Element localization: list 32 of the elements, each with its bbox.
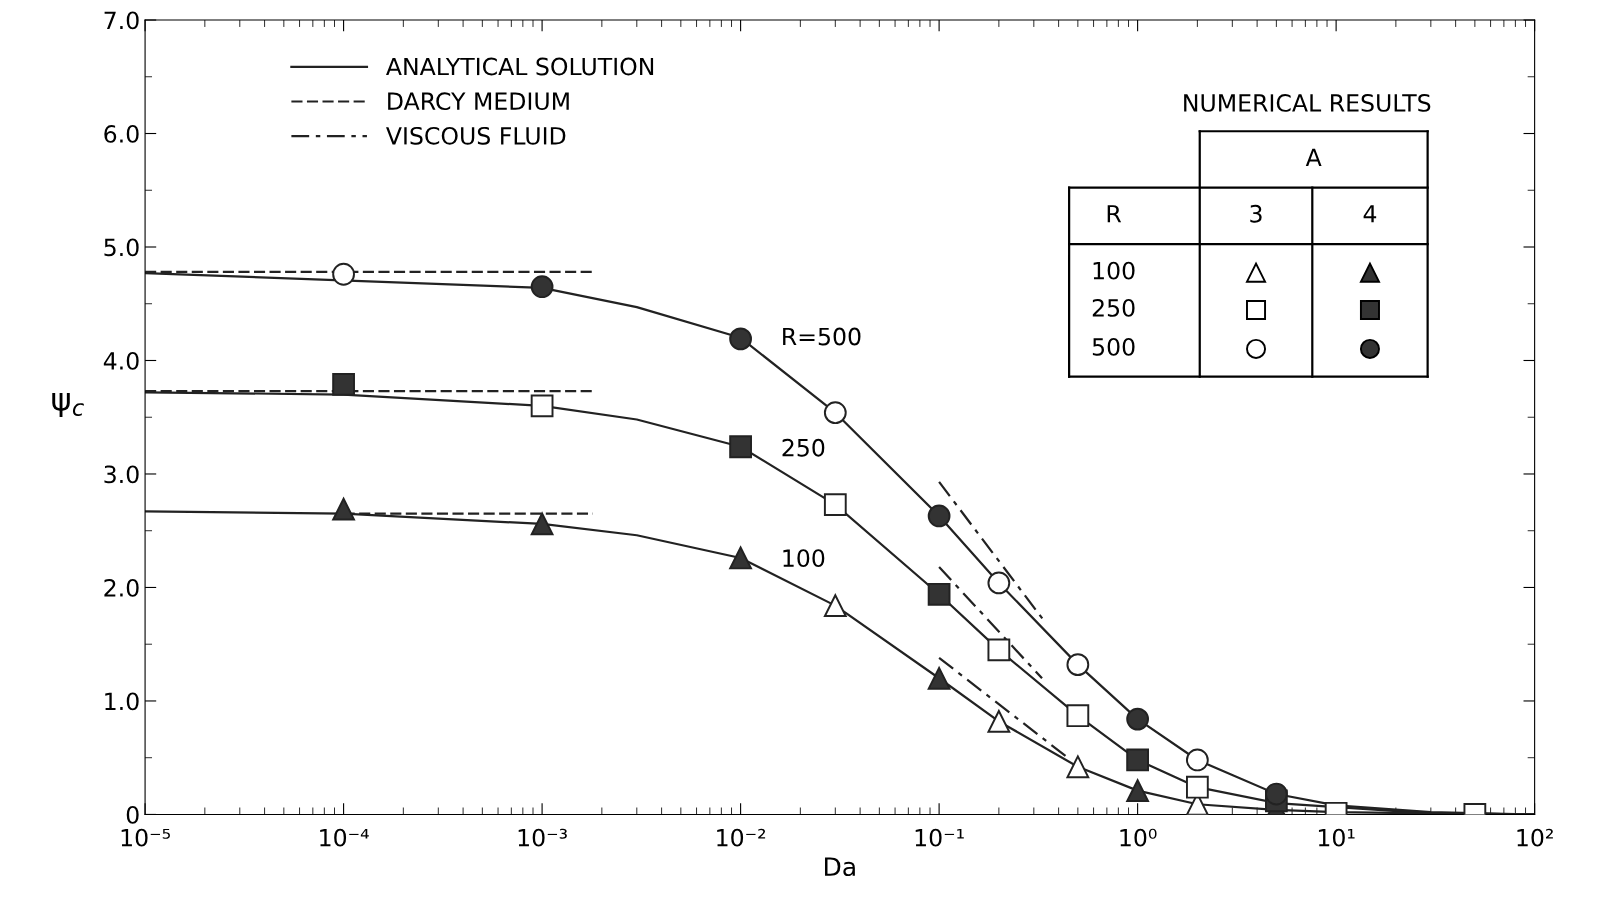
annotation: 500 xyxy=(1092,337,1135,356)
annotation: 4 xyxy=(1363,205,1377,223)
annotation: 3 xyxy=(1250,204,1262,223)
annotation: 250 xyxy=(1092,298,1135,317)
annotation: R=500 xyxy=(783,327,861,346)
x-tick-label: 10⁰ xyxy=(1120,828,1157,847)
y-tick-label: 5.0 xyxy=(104,238,139,257)
x-tick-label: 10⁻¹ xyxy=(915,828,964,847)
x-tick-label: 10⁻² xyxy=(717,828,766,847)
x-tick-label: 10² xyxy=(1517,828,1553,847)
x-axis-title: Da xyxy=(825,857,855,877)
y-tick-label: 2.0 xyxy=(104,578,139,597)
y-tick-label: 3.0 xyxy=(104,465,139,484)
annotation: NUMERICAL RESULTS xyxy=(1184,94,1431,112)
legend-label: DARCY MEDIUM xyxy=(388,92,569,111)
annotation: R xyxy=(1107,205,1122,223)
y-tick-label: 0 xyxy=(126,805,139,824)
y-tick-label: 7.0 xyxy=(104,11,139,30)
x-tick-label: 10⁻⁵ xyxy=(121,828,170,847)
x-tick-label: 10⁻³ xyxy=(518,828,567,847)
y-tick-label: 6.0 xyxy=(104,124,139,143)
x-tick-label: 10¹ xyxy=(1318,828,1355,847)
annotation: 100 xyxy=(783,549,825,568)
legend-label: ANALYTICAL SOLUTION xyxy=(386,57,654,76)
annotation: A xyxy=(1305,148,1322,166)
y-tick-label: 4.0 xyxy=(103,351,139,370)
y-tick-label: 1.0 xyxy=(105,692,139,711)
x-tick-label: 10⁻⁴ xyxy=(320,828,369,847)
y-axis-title: ψ$_{c}$ xyxy=(52,392,84,418)
annotation: 250 xyxy=(782,438,825,457)
annotation: 100 xyxy=(1093,261,1135,280)
legend-label: VISCOUS FLUID xyxy=(386,126,566,145)
